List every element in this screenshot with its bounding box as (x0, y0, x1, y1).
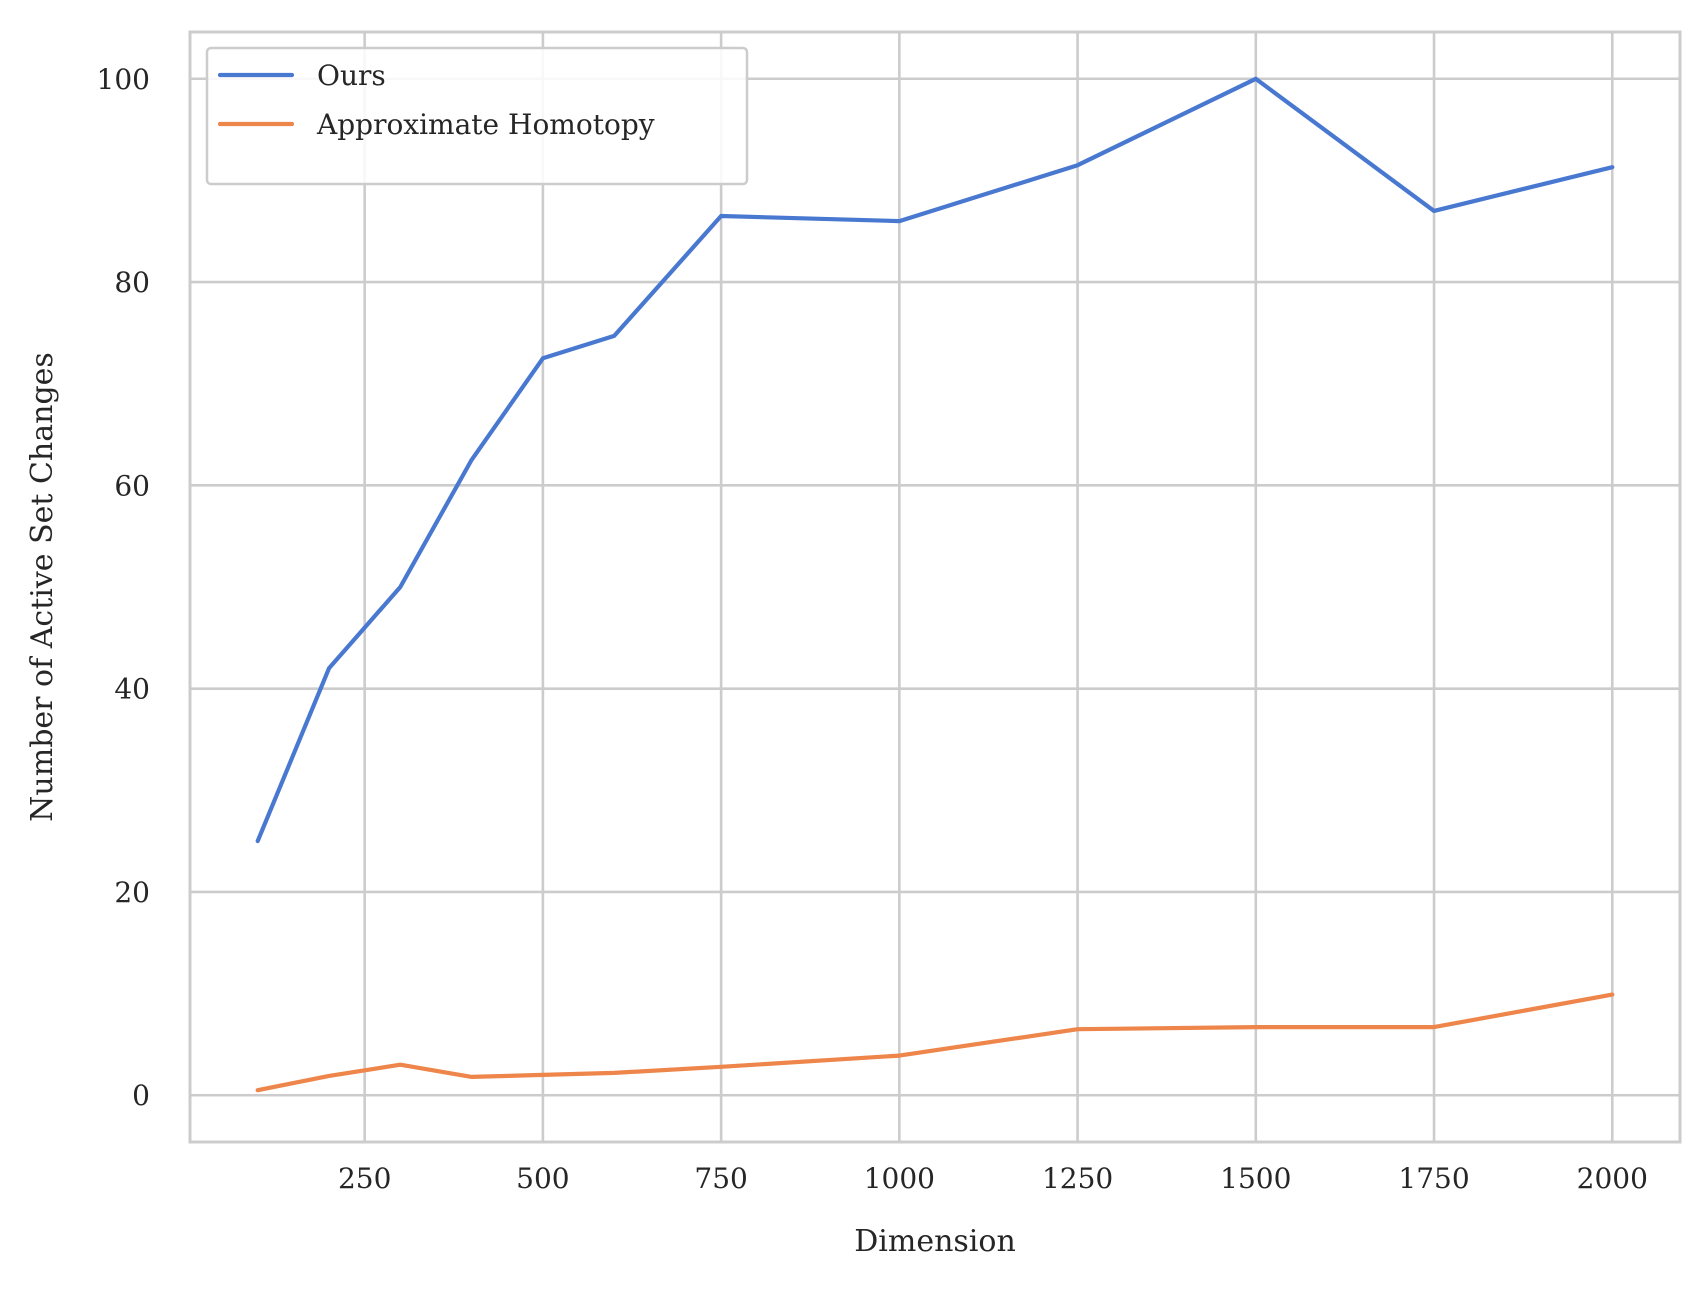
legend: Ours Approximate Homotopy (205, 46, 749, 186)
x-tick-label: 1500 (1220, 1162, 1291, 1195)
x-tick-label: 750 (694, 1162, 747, 1195)
legend-box (205, 46, 749, 186)
legend-label: Approximate Homotopy (316, 108, 655, 141)
x-tick-label: 1250 (1042, 1162, 1113, 1195)
legend-label: Ours (317, 59, 386, 92)
grid (190, 32, 1680, 1142)
x-tick-label: 1000 (864, 1162, 935, 1195)
y-axis-ticks: 0 20 40 60 80 100 (97, 63, 150, 1112)
series-line-2 (255, 992, 1615, 1093)
y-tick-label: 100 (97, 63, 150, 96)
x-axis-ticks: 250 500 750 1000 1250 1500 1750 2000 (338, 1162, 1648, 1195)
y-axis-title: Number of Active Set Changes (25, 352, 60, 822)
y-tick-label: 60 (114, 469, 150, 502)
y-tick-label: 0 (132, 1079, 150, 1112)
x-tick-label: 1750 (1398, 1162, 1469, 1195)
y-tick-label: 20 (114, 876, 150, 909)
y-tick-label: 40 (114, 673, 150, 706)
y-tick-label: 80 (114, 266, 150, 299)
x-tick-label: 500 (516, 1162, 569, 1195)
x-tick-label: 250 (338, 1162, 391, 1195)
x-axis-title: Dimension (854, 1224, 1016, 1259)
series-layer (255, 76, 1615, 1093)
plot-frame (188, 30, 1682, 1144)
series-line-1 (255, 76, 1615, 844)
x-tick-label: 2000 (1577, 1162, 1648, 1195)
